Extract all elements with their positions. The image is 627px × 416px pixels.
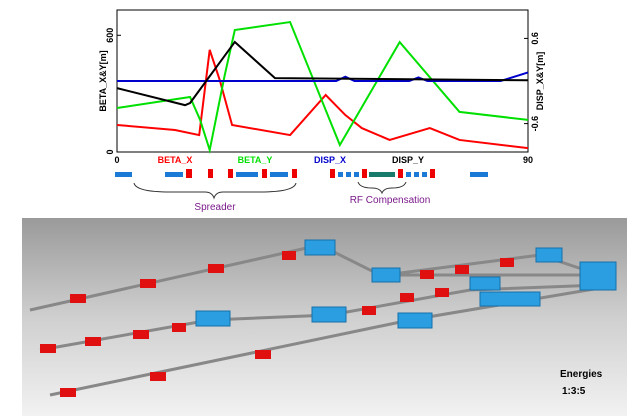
rendering: Energies 1:3:5: [22, 218, 627, 416]
y-axis-label: BETA_X&Y[m]: [98, 50, 108, 111]
page: BETA_X&Y[m] DISP_X&Y[m] 0 90 0 600 0.6 -0.6 BE…: [0, 0, 627, 416]
rendering-ratio: 1:3:5: [562, 386, 586, 397]
legend-label: DISP_Y: [392, 155, 424, 165]
y2-axis-label: DISP_X&Y[m]: [535, 52, 545, 111]
x-tick-label: 0: [114, 155, 119, 165]
rendering-label: Energies: [560, 369, 603, 380]
legend-label: BETA_X: [158, 155, 193, 165]
annotation: Spreader: [194, 202, 236, 213]
optics-chart: BETA_X&Y[m] DISP_X&Y[m] 0 90 0 600 0.6 -0.6 BE…: [98, 10, 545, 165]
y2-tick-label: -0.6: [530, 116, 540, 132]
y-tick-label: 600: [105, 28, 115, 43]
legend-label: BETA_Y: [238, 155, 273, 165]
y2-tick-label: 0.6: [530, 32, 540, 45]
series-line: [117, 42, 528, 105]
annotation: RF Compensation: [350, 195, 431, 206]
x-tick-label: 90: [523, 155, 533, 165]
y-tick-label: 0: [105, 149, 115, 154]
element-layout: Spreader RF Compensation: [115, 169, 488, 213]
legend-label: DISP_X: [314, 155, 346, 165]
